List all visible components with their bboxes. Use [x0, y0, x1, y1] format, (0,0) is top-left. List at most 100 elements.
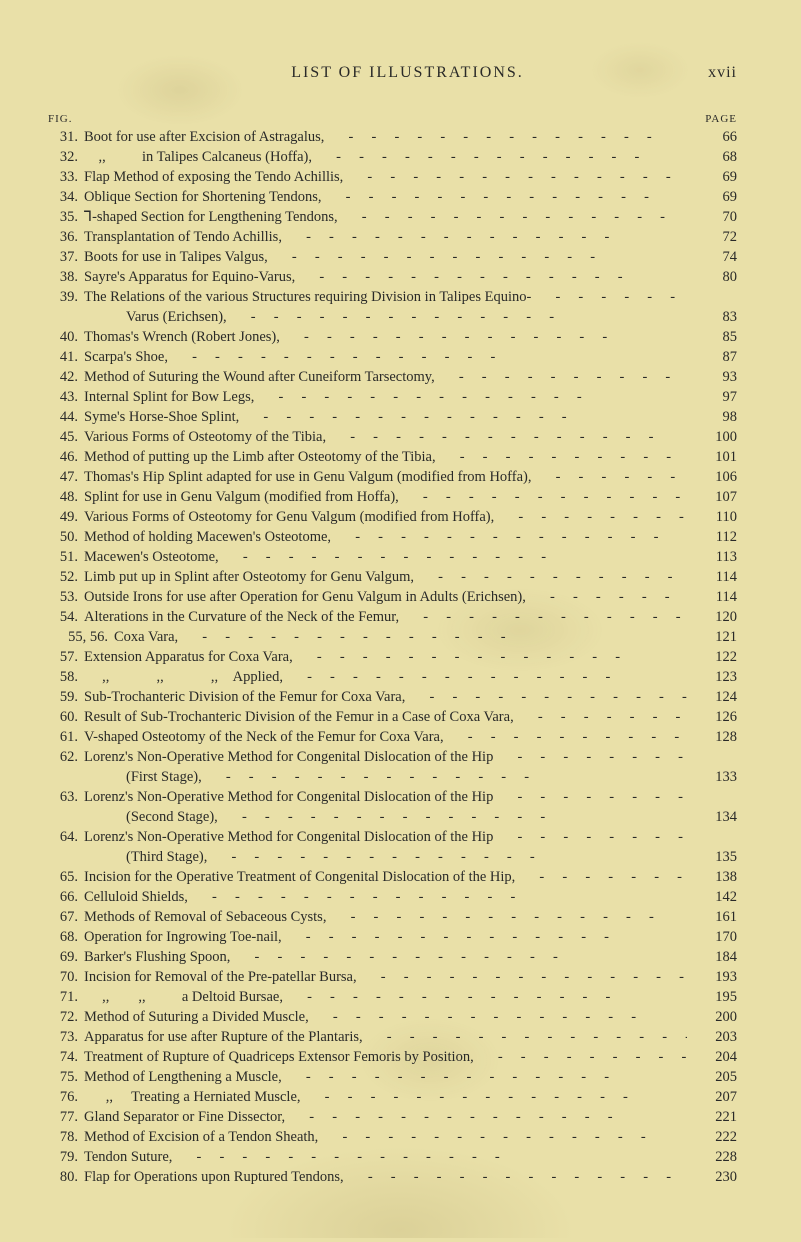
- page-number: 161: [687, 908, 737, 928]
- page-number: 204: [687, 1048, 737, 1068]
- list-item: 51.Macewen's Osteotome,113: [78, 548, 737, 568]
- figure-number: 42.: [48, 368, 84, 388]
- page-number: 203: [687, 1028, 737, 1048]
- figure-number: 73.: [48, 1028, 84, 1048]
- page-number: 138: [687, 868, 737, 888]
- figure-description: Various Forms of Osteotomy of the Tibia,: [84, 428, 687, 448]
- page-number: 193: [687, 968, 737, 988]
- list-item: 44.Syme's Horse-Shoe Splint,98: [78, 408, 737, 428]
- figure-description: Lorenz's Non-Operative Method for Congen…: [84, 748, 687, 768]
- figure-number: 71.: [48, 988, 84, 1008]
- figure-number: 58.: [48, 668, 84, 688]
- figure-number: 76.: [48, 1088, 84, 1108]
- figure-number: 60.: [48, 708, 84, 728]
- figure-description: (First Stage),: [84, 768, 687, 788]
- figure-description: (Third Stage),: [84, 848, 687, 868]
- list-item: (Second Stage),134: [78, 808, 737, 828]
- figure-description: Sub-Trochanteric Division of the Femur f…: [84, 688, 687, 708]
- page-number: 121: [687, 628, 737, 648]
- page-number: 124: [687, 688, 737, 708]
- list-item: (First Stage),133: [78, 768, 737, 788]
- figure-number: 64.: [48, 828, 84, 848]
- figure-number: 79.: [48, 1148, 84, 1168]
- page-number: 98: [687, 408, 737, 428]
- page-number: 134: [687, 808, 737, 828]
- figure-number: 39.: [48, 288, 84, 308]
- figure-number: 38.: [48, 268, 84, 288]
- page-number: 221: [687, 1108, 737, 1128]
- list-item: 53.Outside Irons for use after Operation…: [78, 588, 737, 608]
- list-item: 32. ,, in Talipes Calcaneus (Hoffa),68: [78, 148, 737, 168]
- list-item: 55, 56.Coxa Vara,121: [78, 628, 737, 648]
- page-number: 128: [687, 728, 737, 748]
- page-number: 120: [687, 608, 737, 628]
- page-number: 69: [687, 168, 737, 188]
- list-item: 35.⅂-shaped Section for Lengthening Tend…: [78, 208, 737, 228]
- figure-number: 66.: [48, 888, 84, 908]
- list-item: 77.Gland Separator or Fine Dissector,221: [78, 1108, 737, 1128]
- figure-description: Thomas's Wrench (Robert Jones),: [84, 328, 687, 348]
- page-number: 200: [687, 1008, 737, 1028]
- figure-description: Methods of Removal of Sebaceous Cysts,: [84, 908, 687, 928]
- list-item: 76. ,, Treating a Herniated Muscle,207: [78, 1088, 737, 1108]
- figure-description: Boots for use in Talipes Valgus,: [84, 248, 687, 268]
- list-item: 57.Extension Apparatus for Coxa Vara,122: [78, 648, 737, 668]
- list-item: 43.Internal Splint for Bow Legs,97: [78, 388, 737, 408]
- page-number: 100: [687, 428, 737, 448]
- page-number: 230: [687, 1168, 737, 1188]
- figure-description: ⅂-shaped Section for Lengthening Tendons…: [84, 208, 687, 228]
- list-item: 46.Method of putting up the Limb after O…: [78, 448, 737, 468]
- page-number: 205: [687, 1068, 737, 1088]
- roman-page-number: xvii: [677, 62, 737, 84]
- list-item: 78.Method of Excision of a Tendon Sheath…: [78, 1128, 737, 1148]
- figure-description: Sayre's Apparatus for Equino-Varus,: [84, 268, 687, 288]
- list-item: 47.Thomas's Hip Splint adapted for use i…: [78, 468, 737, 488]
- list-item: 72.Method of Suturing a Divided Muscle,2…: [78, 1008, 737, 1028]
- figure-description: Barker's Flushing Spoon,: [84, 948, 687, 968]
- figure-number: 52.: [48, 568, 84, 588]
- figure-number: 36.: [48, 228, 84, 248]
- list-item: 58. ,, ,, ,, Applied,123: [78, 668, 737, 688]
- page-number: 142: [687, 888, 737, 908]
- list-item: 31.Boot for use after Excision of Astrag…: [78, 128, 737, 148]
- page-number: 83: [687, 308, 737, 328]
- figure-description: Varus (Erichsen),: [84, 308, 687, 328]
- list-item: 66.Celluloid Shields,142: [78, 888, 737, 908]
- page-number: 74: [687, 248, 737, 268]
- column-headers: FIG. PAGE: [78, 112, 737, 127]
- figure-number: 74.: [48, 1048, 84, 1068]
- list-item: 61.V-shaped Osteotomy of the Neck of the…: [78, 728, 737, 748]
- list-item: 73.Apparatus for use after Rupture of th…: [78, 1028, 737, 1048]
- figure-description: Macewen's Osteotome,: [84, 548, 687, 568]
- figure-number: 53.: [48, 588, 84, 608]
- page-number: 110: [687, 508, 737, 528]
- figure-description: Extension Apparatus for Coxa Vara,: [84, 648, 687, 668]
- page-number: 122: [687, 648, 737, 668]
- list-item: 40.Thomas's Wrench (Robert Jones),85: [78, 328, 737, 348]
- column-header-fig: FIG.: [48, 112, 72, 127]
- figure-description: Apparatus for use after Rupture of the P…: [84, 1028, 687, 1048]
- page-number: 170: [687, 928, 737, 948]
- list-item: 37.Boots for use in Talipes Valgus,74: [78, 248, 737, 268]
- figure-description: Method of putting up the Limb after Oste…: [84, 448, 687, 468]
- list-item: 74.Treatment of Rupture of Quadriceps Ex…: [78, 1048, 737, 1068]
- figure-number: 63.: [48, 788, 84, 808]
- figure-number: 50.: [48, 528, 84, 548]
- figure-number: 78.: [48, 1128, 84, 1148]
- page-number: 133: [687, 768, 737, 788]
- figure-number: 62.: [48, 748, 84, 768]
- list-item: 34.Oblique Section for Shortening Tendon…: [78, 188, 737, 208]
- figure-number: 40.: [48, 328, 84, 348]
- page-number: 222: [687, 1128, 737, 1148]
- figure-description: Transplantation of Tendo Achillis,: [84, 228, 687, 248]
- figure-description: Scarpa's Shoe,: [84, 348, 687, 368]
- figure-description: Oblique Section for Shortening Tendons,: [84, 188, 687, 208]
- page-number: 106: [687, 468, 737, 488]
- list-item: 49.Various Forms of Osteotomy for Genu V…: [78, 508, 737, 528]
- figure-description: Incision for the Operative Treatment of …: [84, 868, 687, 888]
- page-number: 101: [687, 448, 737, 468]
- figure-description: Method of holding Macewen's Osteotome,: [84, 528, 687, 548]
- figure-description: Alterations in the Curvature of the Neck…: [84, 608, 687, 628]
- list-item: 80.Flap for Operations upon Ruptured Ten…: [78, 1168, 737, 1188]
- figure-description: Celluloid Shields,: [84, 888, 687, 908]
